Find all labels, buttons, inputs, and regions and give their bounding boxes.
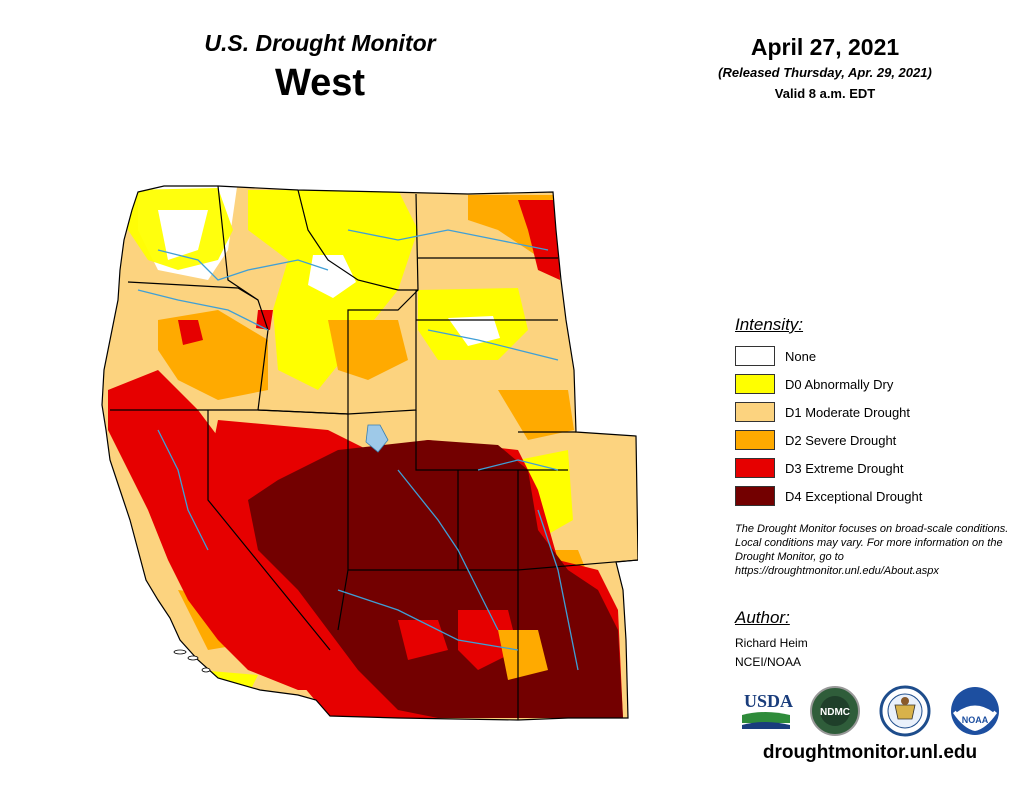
legend-item-d1: D1 Moderate Drought — [735, 398, 922, 426]
legend-item-d2: D2 Severe Drought — [735, 426, 922, 454]
legend-swatch — [735, 374, 775, 394]
legend-title: Intensity: — [735, 315, 804, 334]
legend-label: D3 Extreme Drought — [785, 460, 904, 476]
valid-time: Valid 8 a.m. EDT — [774, 86, 876, 101]
islands — [173, 649, 211, 673]
ndmc-logo-text: NDMC — [820, 707, 850, 718]
legend-label: None — [785, 348, 817, 364]
noaa-logo: NOAA — [951, 687, 999, 735]
author-heading: Author: — [735, 608, 790, 627]
legend-swatch — [735, 458, 775, 478]
drought-map — [101, 185, 638, 721]
legend-swatch — [735, 346, 775, 366]
legend: None D0 Abnormally Dry D1 Moderate Droug… — [735, 342, 922, 510]
doc-seal — [879, 685, 931, 737]
release-date: (Released Thursday, Apr. 29, 2021) — [718, 65, 932, 80]
usda-logo: USDA — [742, 691, 793, 729]
legend-item-d0: D0 Abnormally Dry — [735, 370, 922, 398]
region-title: West — [274, 62, 366, 104]
website-url: droughtmonitor.unl.edu — [762, 742, 978, 763]
map-date: April 27, 2021 — [750, 34, 900, 60]
legend-item-none: None — [735, 342, 922, 370]
map-title: U.S. Drought Monitor — [204, 30, 436, 56]
author-org: NCEI/NOAA — [735, 655, 802, 669]
disclaimer-note: The Drought Monitor focuses on broad-sca… — [735, 523, 1009, 577]
noaa-logo-text: NOAA — [962, 715, 989, 725]
legend-swatch — [735, 430, 775, 450]
legend-item-d3: D3 Extreme Drought — [735, 454, 922, 482]
rivers — [137, 229, 579, 671]
legend-label: D0 Abnormally Dry — [785, 376, 894, 392]
legend-swatch — [735, 402, 775, 422]
partner-logos: USDA NDMC NOAA — [742, 685, 999, 737]
usda-logo-text: USDA — [744, 691, 793, 711]
legend-label: D1 Moderate Drought — [785, 404, 911, 420]
great-salt-lake — [365, 424, 389, 453]
legend-label: D2 Severe Drought — [785, 432, 897, 448]
drought-areas — [102, 186, 638, 720]
author-name: Richard Heim — [735, 636, 808, 650]
ndmc-logo: NDMC — [810, 686, 860, 736]
state-boundaries — [101, 185, 638, 721]
legend-label: D4 Exceptional Drought — [785, 488, 923, 504]
legend-swatch — [735, 486, 775, 506]
legend-item-d4: D4 Exceptional Drought — [735, 482, 922, 510]
